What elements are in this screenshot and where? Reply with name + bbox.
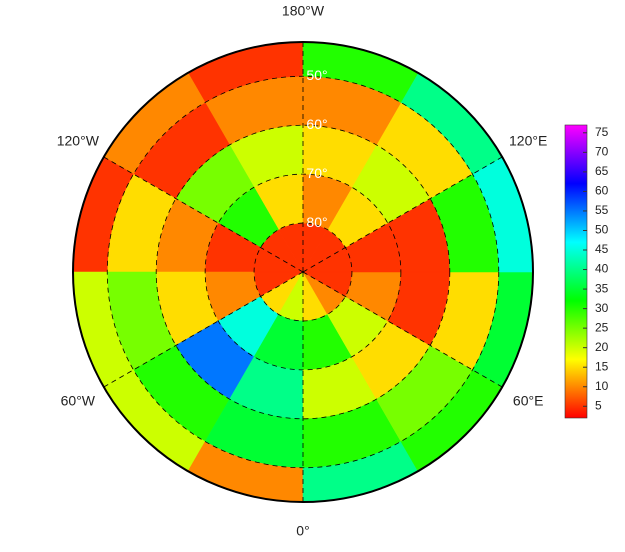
colorbar-tick-label: 20 — [595, 340, 609, 354]
lon-grid-line — [302, 156, 503, 273]
lat-grid-line — [155, 124, 451, 420]
lon-label: 180°W — [282, 3, 325, 19]
lon-grid-line — [103, 156, 304, 273]
lat-label: 60° — [306, 116, 327, 132]
colorbar-tick-label: 40 — [595, 262, 609, 276]
colorbar-fill — [564, 124, 588, 419]
colorbar-tick-label: 50 — [595, 223, 609, 237]
colorbar-tick-label: 75 — [595, 125, 609, 139]
colorbar-tick-label: 70 — [595, 145, 609, 159]
colorbar-tick-label: 10 — [595, 379, 609, 393]
colorbar-tick-label: 65 — [595, 164, 609, 178]
lon-label: 120°W — [57, 133, 100, 149]
colorbar-tick-label: 30 — [595, 301, 609, 315]
lat-label: 50° — [306, 67, 327, 83]
lon-label: 0° — [296, 523, 309, 539]
colorbar-tick-label: 60 — [595, 184, 609, 198]
lon-label: 60°W — [61, 393, 96, 409]
colorbar-tick-label: 55 — [595, 203, 609, 217]
colorbar-tick-label: 5 — [595, 398, 602, 412]
lat-grid-line — [106, 75, 500, 469]
lon-grid-line — [302, 271, 503, 388]
colorbar-tick-label: 15 — [595, 359, 609, 373]
colorbar: 5 10 15 20 25 30 35 40 45 50 55 60 65 70 75 — [564, 124, 609, 419]
colorbar-tick-label: 45 — [595, 242, 609, 256]
colorbar-tick-label: 25 — [595, 320, 609, 334]
lat-grid-line — [204, 173, 402, 371]
lon-label: 120°E — [509, 133, 547, 149]
colorbar-tick-label: 35 — [595, 281, 609, 295]
lat-label: 70° — [306, 165, 327, 181]
lat-label: 80° — [306, 214, 327, 230]
lon-label: 60°E — [513, 393, 544, 409]
lon-grid-line — [103, 271, 304, 388]
